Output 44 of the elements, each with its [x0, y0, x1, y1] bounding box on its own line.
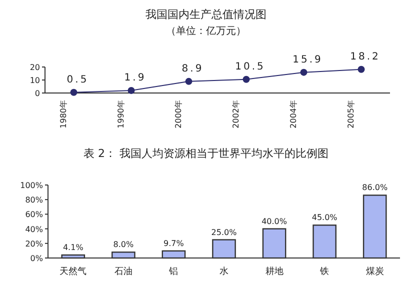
data-label: 4.1%: [62, 243, 84, 252]
data-label: 25.0%: [211, 228, 238, 237]
x-tick-label: 1990年: [116, 100, 126, 128]
data-label: 45.0%: [312, 213, 338, 222]
data-label: 40.0%: [262, 216, 288, 226]
point: [300, 68, 308, 76]
x-tick-label: 耕地: [265, 266, 284, 277]
data-label: 8.0%: [113, 240, 134, 250]
x-tick-label: 2004年: [288, 100, 298, 128]
y-tick-label: 10: [30, 76, 40, 85]
data-label: 10.5: [235, 61, 266, 72]
x-tick-label: 2005年: [346, 100, 356, 128]
x-tick-label: 1980年: [58, 100, 68, 128]
y-tick-label: 40%: [25, 224, 44, 234]
data-label: 15.9: [292, 54, 323, 66]
y-tick-label: 80%: [25, 196, 44, 205]
y-tick-label: 100%: [20, 181, 44, 190]
data-label: 86.0%: [362, 183, 388, 192]
y-tick-label: 60%: [25, 210, 44, 220]
y-tick-label: 20: [30, 63, 40, 72]
chart-subtitle: （单位：亿万元）: [166, 25, 246, 37]
x-tick-label: 铁: [319, 266, 330, 277]
point: [358, 66, 365, 73]
data-label: 8.9: [182, 63, 204, 74]
point: [128, 87, 135, 94]
x-tick-label: 煤炭: [366, 266, 384, 277]
point: [185, 78, 192, 85]
x-tick-label: 石油: [114, 266, 132, 277]
data-label: 9.7%: [164, 238, 184, 248]
chart-title: 我国国内生产总值情况图: [146, 8, 266, 21]
x-tick-label: 2000年: [174, 100, 183, 128]
data-label: 1.9: [124, 72, 146, 84]
data-label: 18.2: [350, 51, 380, 62]
x-tick-label: 铝: [168, 266, 178, 277]
x-tick-label: 天然气: [60, 266, 87, 277]
x-tick-label: 2002年: [231, 100, 240, 128]
y-tick-label: 20%: [25, 239, 44, 248]
y-tick-label: 0%: [30, 254, 44, 263]
chart-title: 表 2： 我国人均资源相当于世界平均水平的比例图: [84, 147, 328, 160]
point: [70, 88, 78, 96]
x-tick-label: 水: [220, 266, 228, 277]
point: [242, 76, 250, 83]
data-label: 0.5: [66, 74, 89, 86]
y-tick-label: 0: [34, 89, 40, 98]
